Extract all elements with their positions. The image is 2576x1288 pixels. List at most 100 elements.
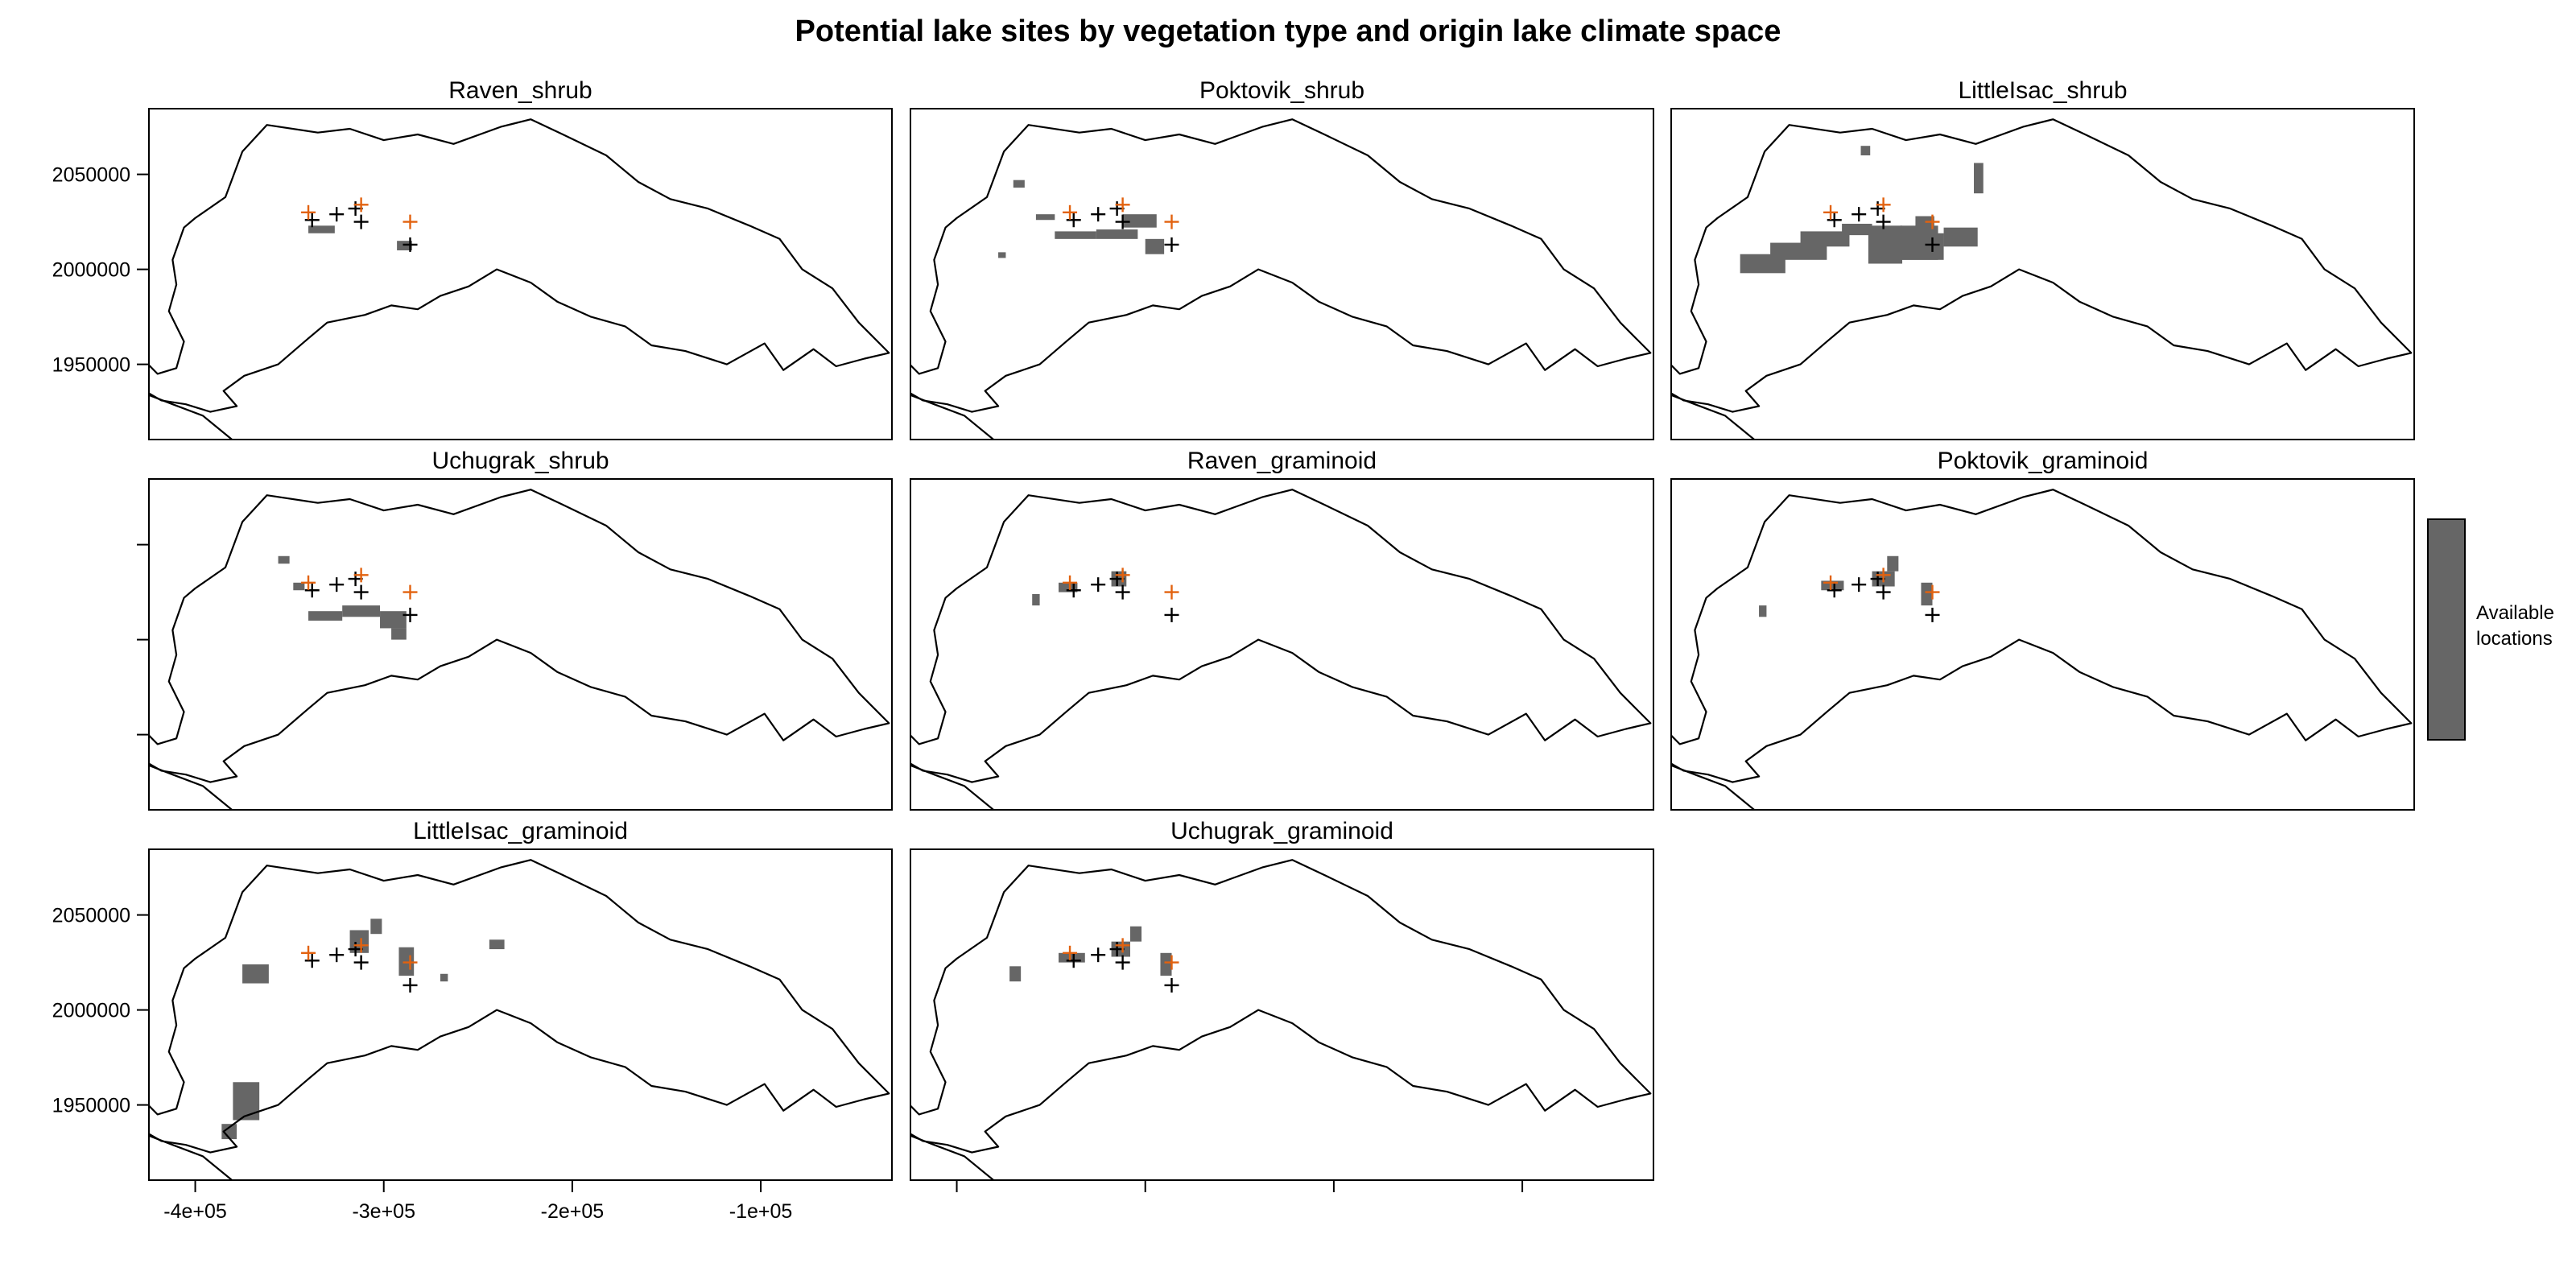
habitat-patch <box>1009 966 1022 982</box>
map-canvas <box>1672 489 2413 809</box>
habitat-patch <box>1055 231 1096 239</box>
habitat-patch <box>1800 231 1850 247</box>
candidate-site-marker <box>1827 213 1842 228</box>
habitat-patch <box>391 628 407 640</box>
habitat-patch <box>440 973 448 982</box>
panel-title: Uchugrak_graminoid <box>1170 818 1393 844</box>
coastline <box>1672 764 1755 809</box>
x-tick-label: -3e+05 <box>352 1200 415 1223</box>
habitat-patch <box>1770 242 1827 260</box>
habitat-patch <box>1096 229 1138 239</box>
candidate-site-marker <box>329 947 345 963</box>
x-tick-label: -1e+05 <box>729 1200 793 1223</box>
candidate-site-marker <box>1091 577 1106 592</box>
habitat-patch <box>278 555 290 564</box>
candidate-site-marker <box>1164 977 1179 993</box>
region-boundary <box>911 489 1652 783</box>
coastline <box>150 764 233 809</box>
candidate-site-marker <box>304 213 320 228</box>
candidate-site-marker <box>304 583 320 598</box>
habitat-patch <box>489 939 505 950</box>
habitat-patch <box>1860 146 1871 155</box>
candidate-site-marker <box>1066 213 1081 228</box>
candidate-site-marker <box>1066 583 1081 598</box>
panel-title: Raven_graminoid <box>1187 448 1377 474</box>
habitat-patch <box>1129 926 1142 942</box>
origin-lake-marker <box>353 938 369 953</box>
habitat-patch <box>1921 582 1933 606</box>
candidate-site-marker <box>1827 583 1842 598</box>
origin-lake-marker <box>301 945 316 960</box>
candidate-site-marker <box>1115 214 1130 229</box>
page-title: Potential lake sites by vegetation type … <box>795 14 1781 48</box>
origin-lake-marker <box>1164 214 1179 229</box>
origin-lake-marker <box>1063 945 1078 960</box>
map-canvas <box>911 489 1652 809</box>
habitat-patch <box>308 225 335 233</box>
x-tick-label: -4e+05 <box>163 1200 227 1223</box>
candidate-site-marker <box>402 607 418 622</box>
coastline <box>911 1134 994 1179</box>
map-panel-raven-shrub <box>148 108 893 440</box>
habitat-patch <box>1842 223 1872 236</box>
habitat-patch <box>1032 593 1040 606</box>
panel-title: Uchugrak_shrub <box>431 448 609 474</box>
legend-label-line2: locations <box>2476 628 2553 650</box>
habitat-patch <box>1821 580 1844 591</box>
map-panel-poktovik-graminoid <box>1670 478 2415 811</box>
origin-lake-marker <box>353 197 369 213</box>
panel-title: LittleIsac_graminoid <box>413 818 628 844</box>
habitat-patch <box>221 1124 237 1140</box>
origin-lake-marker <box>402 584 418 600</box>
habitat-patch <box>233 1082 260 1121</box>
panel-title: Poktovik_graminoid <box>1937 448 2149 474</box>
origin-lake-marker <box>1823 204 1839 220</box>
origin-lake-marker <box>1925 584 1940 600</box>
origin-lake-marker <box>353 568 369 583</box>
candidate-site-marker <box>1876 214 1891 229</box>
habitat-patch <box>1059 952 1085 963</box>
habitat-patch <box>1145 238 1165 254</box>
region-boundary <box>1672 489 2413 783</box>
region-boundary <box>150 118 890 413</box>
x-tick-label: -2e+05 <box>541 1200 605 1223</box>
origin-lake-marker <box>301 575 316 590</box>
habitat-patch <box>1122 214 1157 228</box>
candidate-site-marker <box>1115 584 1130 600</box>
candidate-site-marker <box>1115 955 1130 970</box>
coastline <box>150 1134 233 1179</box>
origin-lake-marker <box>1115 568 1130 583</box>
habitat-patch <box>1974 163 1984 194</box>
y-tick-label: 2050000 <box>52 164 130 187</box>
habitat-patch <box>1887 233 1944 260</box>
origin-lake-marker <box>301 204 316 220</box>
candidate-site-marker <box>1852 577 1867 592</box>
habitat-patch <box>1059 582 1078 592</box>
origin-lake-marker <box>1164 584 1179 600</box>
origin-lake-marker <box>1876 197 1891 213</box>
origin-lake-marker <box>1115 197 1130 213</box>
candidate-site-marker <box>1164 237 1179 252</box>
map-canvas <box>911 118 1652 439</box>
map-canvas <box>911 859 1652 1179</box>
habitat-patch <box>1915 216 1934 228</box>
habitat-patch <box>1887 555 1899 572</box>
candidate-site-marker <box>1852 207 1867 222</box>
origin-lake-marker <box>402 955 418 970</box>
candidate-site-marker <box>329 207 345 222</box>
map-panel-poktovik-shrub <box>910 108 1654 440</box>
legend-swatch <box>2427 518 2466 741</box>
habitat-patch <box>380 611 407 629</box>
habitat-patch <box>293 582 305 591</box>
map-panel-raven-graminoid <box>910 478 1654 811</box>
origin-lake-marker <box>1164 955 1179 970</box>
candidate-site-marker <box>1066 953 1081 968</box>
coastline <box>150 394 233 439</box>
origin-lake-marker <box>1063 204 1078 220</box>
habitat-patch <box>342 605 381 617</box>
region-boundary <box>150 859 890 1154</box>
map-panel-uchugrak-graminoid <box>910 848 1654 1181</box>
y-tick-label: 2000000 <box>52 259 130 282</box>
candidate-site-marker <box>402 237 418 252</box>
